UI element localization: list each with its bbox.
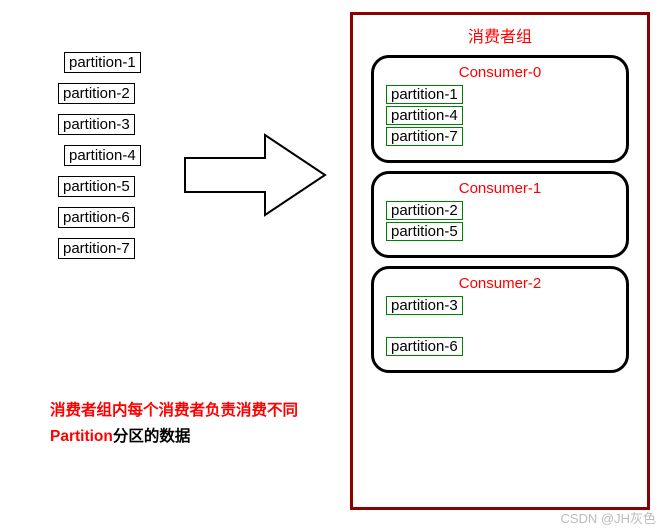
assigned-partition: partition-1 (386, 85, 463, 104)
caption-line-2a: Partition (50, 428, 113, 445)
source-partition-list: partition-1 partition-2 partition-3 part… (58, 52, 141, 259)
consumer-title: Consumer-2 (386, 275, 614, 292)
partition-box: partition-2 (58, 83, 135, 104)
assigned-partition: partition-2 (386, 201, 463, 220)
partition-box: partition-4 (64, 145, 141, 166)
assigned-partition: partition-3 (386, 296, 463, 315)
watermark-text: CSDN @JH灰色 (560, 508, 656, 527)
partition-box: partition-7 (58, 238, 135, 259)
diagram-caption: 消费者组内每个消费者负责消费不同 Partition分区的数据 (50, 398, 298, 451)
consumer-title: Consumer-0 (386, 64, 614, 81)
assigned-partition: partition-6 (386, 337, 463, 356)
assigned-partition: partition-7 (386, 127, 463, 146)
partition-box: partition-3 (58, 114, 135, 135)
caption-line-1: 消费者组内每个消费者负责消费不同 (50, 402, 298, 419)
consumer-box-0: Consumer-0 partition-1 partition-4 parti… (371, 55, 629, 163)
assigned-partition: partition-4 (386, 106, 463, 125)
partition-box: partition-1 (64, 52, 141, 73)
caption-line-2b: 分区的数据 (113, 428, 191, 445)
partition-box: partition-6 (58, 207, 135, 228)
assigned-partition: partition-5 (386, 222, 463, 241)
consumer-box-2: Consumer-2 partition-3 partition-6 (371, 266, 629, 373)
consumer-group-container: 消费者组 Consumer-0 partition-1 partition-4 … (350, 12, 650, 510)
consumer-box-1: Consumer-1 partition-2 partition-5 (371, 171, 629, 258)
consumer-group-title: 消费者组 (353, 23, 647, 47)
arrow-icon (180, 130, 330, 225)
consumer-title: Consumer-1 (386, 180, 614, 197)
partition-box: partition-5 (58, 176, 135, 197)
